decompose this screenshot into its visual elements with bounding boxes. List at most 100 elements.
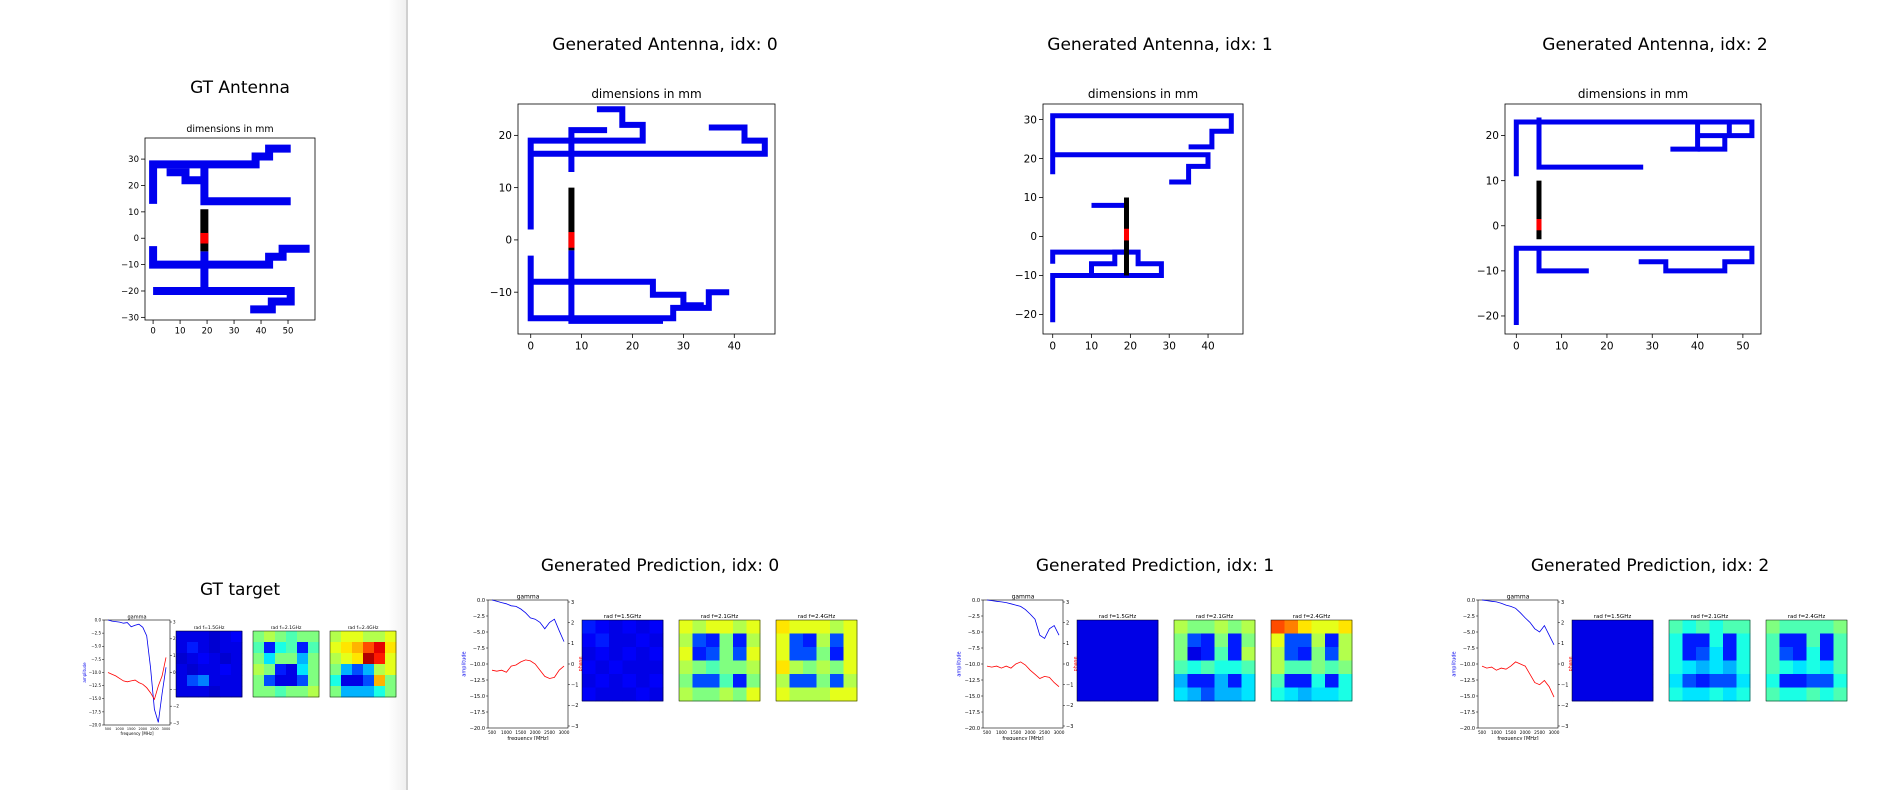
radiation-map-cell <box>209 653 221 665</box>
radiation-map-cell <box>297 686 309 698</box>
radiation-map-cell <box>609 660 623 675</box>
panel-shadow <box>388 0 406 790</box>
radiation-map-cell <box>776 620 790 634</box>
radiation-map-cell <box>830 687 844 702</box>
y-tick-label: 20 <box>1024 153 1037 165</box>
x-tick-label: 40 <box>1691 341 1704 353</box>
gen-prediction-0-plot: gamma 0.0 −2.5 −5.0 −7.5 −10.0 −12.5 −15.0 −17.5… <box>462 594 858 740</box>
radiation-map-cell <box>1174 660 1188 675</box>
y-tick-label: −10 <box>121 261 139 271</box>
radiation-map-cell <box>803 633 817 648</box>
radiation-map-cell <box>198 642 210 654</box>
phase-tick-label: 1 <box>1066 641 1069 647</box>
gamma-y-tick-label: −2.5 <box>968 614 980 620</box>
radiation-map-cell <box>622 674 637 688</box>
radiation-map-cell <box>1572 660 1586 675</box>
radiation-map-cell <box>1833 620 1848 634</box>
gamma-y-tick-label: −15.0 <box>965 694 980 700</box>
radiation-map-cell <box>198 686 210 698</box>
radiation-map-cell <box>636 674 650 688</box>
radiation-map-cell <box>843 674 858 688</box>
radiation-map-cell <box>746 620 761 634</box>
antenna-trace <box>1513 245 1755 325</box>
gamma-y-tick-label: 0.0 <box>972 598 980 604</box>
gen-prediction-2-plot: gamma 0.0 −2.5 −5.0 −7.5 −10.0 −12.5 −15.0 −17.5… <box>1452 594 1848 740</box>
radiation-map-cell <box>253 642 265 654</box>
radiation-map-cell <box>1793 620 1807 634</box>
radiation-map-cell <box>1626 660 1640 675</box>
gamma-y-tick-label: 0.0 <box>477 598 485 604</box>
radiation-map-cell <box>1104 687 1118 702</box>
radiation-map-cell <box>275 675 287 687</box>
radiation-map-cell <box>363 631 375 643</box>
radiation-map-cell <box>1214 687 1229 702</box>
amplitude-axis-label: amplitude <box>957 651 963 676</box>
radiation-map-cell <box>330 664 342 676</box>
radiation-map-cell <box>231 675 243 687</box>
radiation-map-cell <box>341 653 353 665</box>
radiation-map-cell <box>1696 647 1710 661</box>
radiation-map-cell <box>1338 674 1353 688</box>
radiation-map-cell <box>231 653 243 665</box>
radiation-map-cell <box>1298 660 1312 675</box>
radiation-map-cell <box>187 675 199 687</box>
radiation-map-cell <box>308 642 320 654</box>
radiation-map-cell <box>622 687 637 702</box>
radiation-map-cell <box>789 620 804 634</box>
x-tick-label: 10 <box>175 327 186 337</box>
radiation-map-cell <box>264 686 276 698</box>
radiation-map-cell <box>176 631 188 643</box>
radiation-map-cell <box>1682 687 1697 702</box>
radiation-map-title: rad f=2.4GHz <box>1293 614 1331 620</box>
radiation-map-cell <box>719 687 734 702</box>
antenna-trace <box>568 250 663 324</box>
radiation-map-title: rad f=2.1GHz <box>271 625 302 631</box>
antenna-trace <box>166 168 205 185</box>
radiation-map-cell <box>1779 687 1794 702</box>
radiation-map-cell <box>679 633 693 648</box>
radiation-map-cell <box>1833 660 1848 675</box>
gamma-x-tick-label: 1000 <box>996 730 1007 736</box>
radiation-map-cell <box>1174 687 1188 702</box>
radiation-map-cell <box>1228 633 1242 648</box>
radiation-map-cell <box>582 674 596 688</box>
x-tick-label: 20 <box>1124 341 1137 353</box>
radiation-map-cell <box>1187 674 1202 688</box>
radiation-map-cell <box>789 633 804 648</box>
gamma-y-tick-label: −20.0 <box>470 726 485 732</box>
radiation-map-cell <box>622 620 637 634</box>
radiation-map-cell <box>1311 633 1326 648</box>
radiation-map-cell <box>1669 633 1683 648</box>
gamma-y-tick-label: −5.0 <box>473 630 485 636</box>
radiation-map-cell <box>706 687 720 702</box>
antenna-trace <box>1536 117 1644 170</box>
radiation-map-cell <box>692 687 707 702</box>
radiation-map-cell <box>1090 674 1105 688</box>
radiation-map-cell <box>692 620 707 634</box>
gamma-frame <box>1477 599 1559 729</box>
radiation-map-cell <box>595 633 610 648</box>
radiation-map-cell <box>1626 633 1640 648</box>
radiation-map-cell <box>176 664 188 676</box>
radiation-map-frame <box>678 619 761 702</box>
radiation-map-cell <box>1833 674 1848 688</box>
antenna-trace <box>1697 133 1728 152</box>
radiation-map-cell <box>198 675 210 687</box>
radiation-map-cell <box>1325 687 1339 702</box>
radiation-map-cell <box>264 653 276 665</box>
gamma-x-tick-label: 1000 <box>1491 730 1502 736</box>
gamma-x-tick-label: 2000 <box>530 730 541 736</box>
radiation-map-cell <box>1131 674 1145 688</box>
antenna-trace <box>530 278 704 309</box>
phase-axis-label: phase <box>578 656 584 671</box>
radiation-map-cell <box>1090 660 1105 675</box>
plot-frame <box>1504 103 1762 335</box>
radiation-map-cell <box>1820 660 1834 675</box>
radiation-map-title: rad f=1.5GHz <box>194 625 225 631</box>
radiation-map-cell <box>843 647 858 661</box>
radiation-map-frame <box>1076 619 1159 702</box>
phase-tick-label: 1 <box>1561 641 1564 647</box>
gen-antenna-0-plot: dimensions in mm 0 10 20 30 40 20 10 0 −10 <box>490 87 776 353</box>
radiation-map-cell <box>816 633 831 648</box>
radiation-map-cell <box>187 664 199 676</box>
